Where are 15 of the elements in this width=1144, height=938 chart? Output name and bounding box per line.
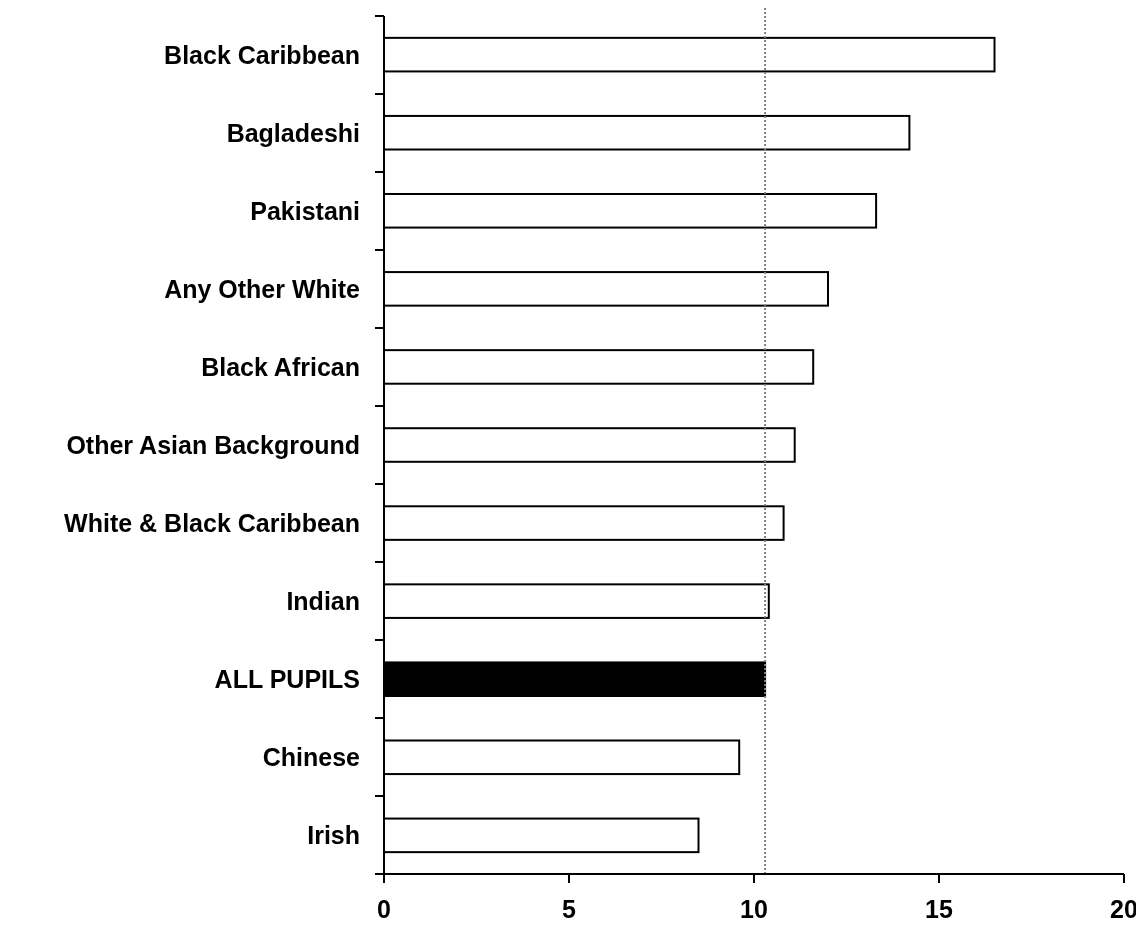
y-tick-label: Pakistani: [250, 196, 360, 225]
y-tick-label: Chinese: [262, 743, 361, 772]
y-tick-label: Black African: [201, 352, 360, 381]
y-tick-label: Bagladeshi: [226, 118, 360, 147]
x-tick-label: 15: [925, 895, 953, 923]
y-tick-label: Other Asian Background: [66, 431, 360, 459]
y-tick-label: Black Caribbean: [164, 40, 360, 69]
y-tick-label: Irish: [307, 821, 360, 850]
x-tick-label: 10: [740, 895, 768, 923]
y-tick-label: White & Black Caribbean: [64, 509, 360, 538]
y-tick-label: Indian: [286, 587, 360, 616]
y-tick-label: ALL PUPILS: [214, 665, 360, 694]
x-tick-label: 5: [562, 895, 577, 923]
y-tick-label: Any Other White: [164, 274, 361, 303]
x-tick-label: 0: [377, 895, 391, 923]
